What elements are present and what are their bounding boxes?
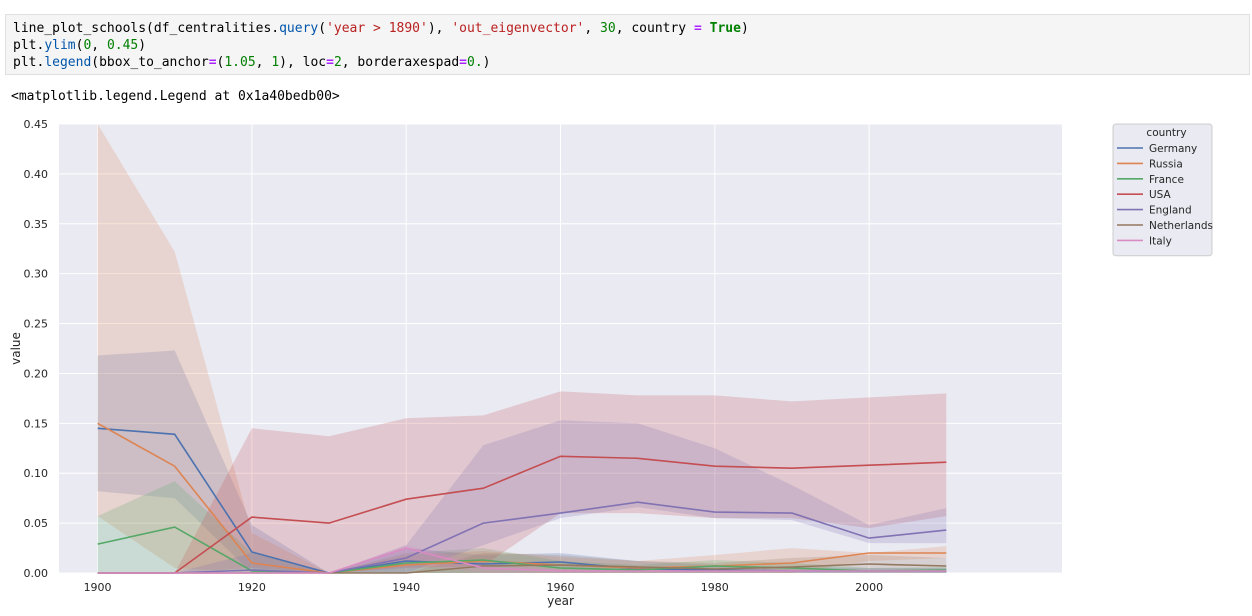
ci-band-france	[97, 481, 947, 573]
legend-entry-england: England	[1149, 205, 1192, 217]
x-tick-label: 1920	[238, 581, 266, 594]
ci-band-germany	[97, 350, 947, 573]
x-tick-label: 1980	[701, 581, 729, 594]
code-token: ,	[91, 38, 107, 53]
y-tick-label: 0.45	[24, 118, 49, 131]
code-token: (	[216, 55, 225, 70]
code-token: (bbox_to_anchor	[91, 55, 209, 70]
y-tick-label: 0.05	[24, 517, 49, 530]
legend-box	[1112, 123, 1213, 257]
y-tick-label: 0.10	[24, 467, 49, 480]
legend-entry-netherlands: Netherlands	[1149, 220, 1213, 232]
code-token: 0.	[467, 55, 483, 70]
code-token: 2	[333, 55, 342, 70]
y-axis-label: value	[9, 332, 23, 365]
y-tick-label: 0.40	[24, 168, 49, 181]
x-tick-label: 1960	[547, 581, 575, 594]
code-token: plt.	[13, 38, 45, 53]
series-line-russia	[97, 422, 947, 574]
code-token: query	[279, 21, 319, 36]
y-tick-label: 0.00	[24, 567, 49, 580]
legend-entry-france: France	[1149, 174, 1184, 186]
code-line-1: line_plot_schools(df_centralities.query(…	[13, 20, 749, 37]
legend-entry-usa: USA	[1149, 189, 1172, 201]
code-token: True	[709, 21, 741, 36]
code-token: =	[208, 55, 217, 70]
ci-band-russia	[97, 124, 947, 573]
code-token: ,	[584, 21, 601, 36]
code-token: 30	[600, 21, 616, 36]
code-token: 1	[271, 55, 280, 70]
code-line-3: plt.legend(bbox_to_anchor=(1.05, 1), loc…	[13, 54, 490, 71]
series-line-england	[97, 501, 947, 574]
x-axis-label: year	[547, 594, 574, 608]
ci-band-usa	[97, 391, 947, 573]
code-token: 'year > 1890'	[326, 21, 428, 36]
code-token: legend	[44, 55, 92, 70]
y-tick-label: 0.15	[24, 417, 49, 430]
code-token: )	[740, 21, 749, 36]
x-tick-label: 1900	[84, 581, 112, 594]
y-tick-label: 0.20	[24, 367, 49, 380]
y-tick-label: 0.35	[24, 218, 49, 231]
code-token: (	[75, 38, 84, 53]
y-tick-label: 0.25	[24, 318, 49, 331]
code-token: )	[482, 55, 491, 70]
x-tick-label: 2000	[855, 581, 883, 594]
legend-title: country	[1146, 127, 1186, 139]
series-line-france	[97, 526, 947, 574]
code-token: ),	[427, 21, 452, 36]
code-token	[702, 21, 710, 36]
series-line-italy	[97, 547, 947, 574]
code-token: 0.45	[106, 38, 139, 53]
cell-output-repr: <matplotlib.legend.Legend at 0x1a40bedb0…	[11, 89, 340, 104]
code-token: 1.05	[224, 55, 256, 70]
legend-entry-italy: Italy	[1149, 235, 1172, 247]
code-token: =	[693, 21, 702, 36]
code-token: , borderaxespad	[341, 55, 460, 70]
code-token: ,	[255, 55, 272, 70]
code-token: =	[459, 55, 467, 70]
code-token: ylim	[44, 38, 76, 53]
legend-entry-germany: Germany	[1149, 143, 1197, 155]
code-token: )	[138, 38, 147, 53]
x-tick-label: 1940	[392, 581, 420, 594]
code-token: 0	[83, 38, 92, 53]
legend-entry-russia: Russia	[1149, 158, 1183, 170]
code-token: line_plot_schools(df_centralities.	[13, 21, 280, 36]
code-token: ), loc	[279, 55, 327, 70]
ci-band-england	[97, 420, 947, 573]
y-tick-label: 0.30	[24, 268, 49, 281]
line-chart: 0.00 0.05 0.10 0.15 0.20 0.25 0.30 0.35 0.40 0.45…	[9, 118, 1213, 608]
code-token: 'out_eigenvector'	[451, 21, 585, 36]
code-line-2: plt.ylim(0, 0.45)	[13, 37, 146, 54]
code-token: =	[326, 55, 334, 70]
code-token: , country	[615, 21, 694, 36]
code-token: plt.	[13, 55, 45, 70]
series-line-usa	[97, 455, 947, 574]
code-token: (	[318, 21, 327, 36]
code-cell-input[interactable]: line_plot_schools(df_centralities.query(…	[5, 14, 1250, 75]
